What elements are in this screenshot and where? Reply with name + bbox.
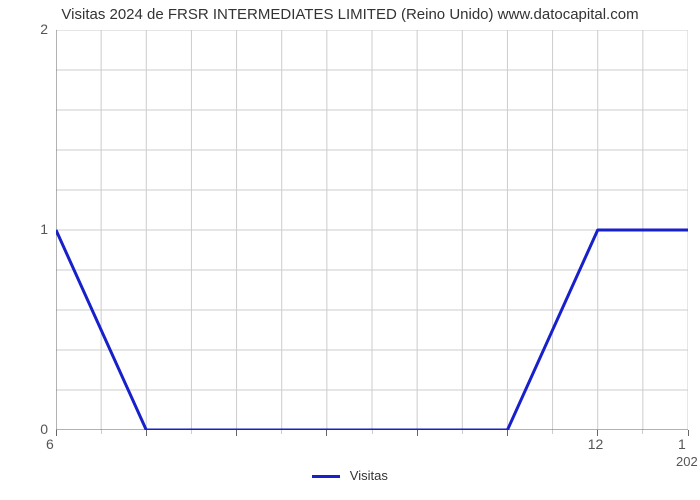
x-tick-mark	[688, 430, 689, 436]
x-tick-mark	[326, 430, 327, 436]
plot-svg	[56, 30, 688, 430]
x-tick-label: 6	[46, 436, 54, 452]
legend-swatch	[312, 475, 340, 478]
legend-label: Visitas	[350, 468, 388, 483]
y-tick-label: 0	[40, 421, 48, 437]
chart-container: Visitas 2024 de FRSR INTERMEDIATES LIMIT…	[0, 0, 700, 500]
x-tick-mark	[146, 430, 147, 436]
x-minor-tick	[372, 430, 373, 434]
x-minor-tick	[191, 430, 192, 434]
y-tick-label: 1	[40, 221, 48, 237]
x-minor-tick	[462, 430, 463, 434]
x-sub-label: 202	[676, 454, 698, 469]
x-minor-tick	[281, 430, 282, 434]
x-minor-tick	[101, 430, 102, 434]
legend: Visitas	[0, 468, 700, 483]
x-tick-label: 1	[678, 436, 686, 452]
chart-title: Visitas 2024 de FRSR INTERMEDIATES LIMIT…	[0, 6, 700, 23]
x-tick-mark	[56, 430, 57, 436]
x-tick-mark	[236, 430, 237, 436]
plot-area	[56, 30, 688, 430]
x-tick-label: 12	[588, 436, 604, 452]
x-minor-tick	[552, 430, 553, 434]
x-tick-mark	[507, 430, 508, 436]
x-minor-tick	[642, 430, 643, 434]
x-tick-mark	[417, 430, 418, 436]
y-tick-label: 2	[40, 21, 48, 37]
